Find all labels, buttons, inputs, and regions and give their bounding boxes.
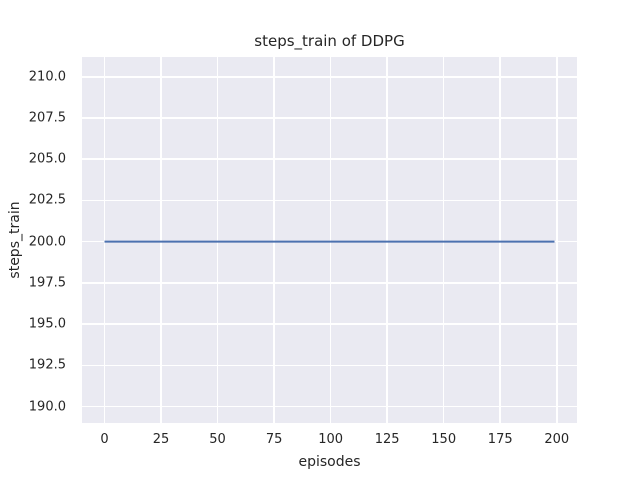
y-tick-label: 200.0 — [28, 234, 66, 250]
y-gridline — [82, 117, 577, 119]
x-tick-label: 125 — [374, 432, 400, 447]
y-gridline — [82, 405, 577, 408]
x-tick-label: 150 — [431, 432, 457, 447]
y-tick-label: 197.5 — [28, 275, 66, 291]
x-tick-label: 0 — [100, 432, 109, 447]
plot-area — [82, 57, 577, 423]
x-gridline — [442, 57, 445, 423]
chart-title: steps_train of DDPG — [254, 32, 405, 50]
x-tick-label: 200 — [544, 432, 570, 447]
x-gridline — [216, 57, 219, 423]
y-tick-label: 210.0 — [28, 69, 66, 85]
x-tick-label: 175 — [487, 432, 513, 447]
y-gridline — [82, 199, 577, 202]
x-tick-label: 25 — [152, 432, 170, 447]
y-gridline — [82, 364, 577, 367]
x-axis-label: episodes — [298, 454, 361, 470]
x-gridline — [329, 57, 332, 423]
y-tick-label: 195.0 — [28, 316, 66, 332]
x-gridline — [556, 57, 558, 423]
y-gridline — [82, 158, 577, 160]
y-gridline — [82, 282, 577, 284]
x-gridline — [273, 57, 275, 423]
y-tick-label: 207.5 — [28, 110, 66, 126]
series-layer — [104, 240, 555, 243]
y-tick-label: 190.0 — [28, 399, 66, 414]
x-tick-label: 75 — [265, 432, 283, 447]
y-gridline — [82, 323, 577, 325]
y-tick-label: 202.5 — [28, 192, 66, 208]
x-gridline — [499, 57, 501, 423]
y-tick-label: 205.0 — [28, 151, 66, 167]
x-gridline — [160, 57, 162, 423]
x-gridline — [386, 57, 388, 423]
y-gridline — [82, 76, 577, 78]
x-gridline — [103, 57, 106, 423]
y-tick-label: 192.5 — [28, 357, 66, 373]
x-tick-label: 50 — [209, 432, 226, 447]
x-tick-label: 100 — [318, 432, 344, 447]
